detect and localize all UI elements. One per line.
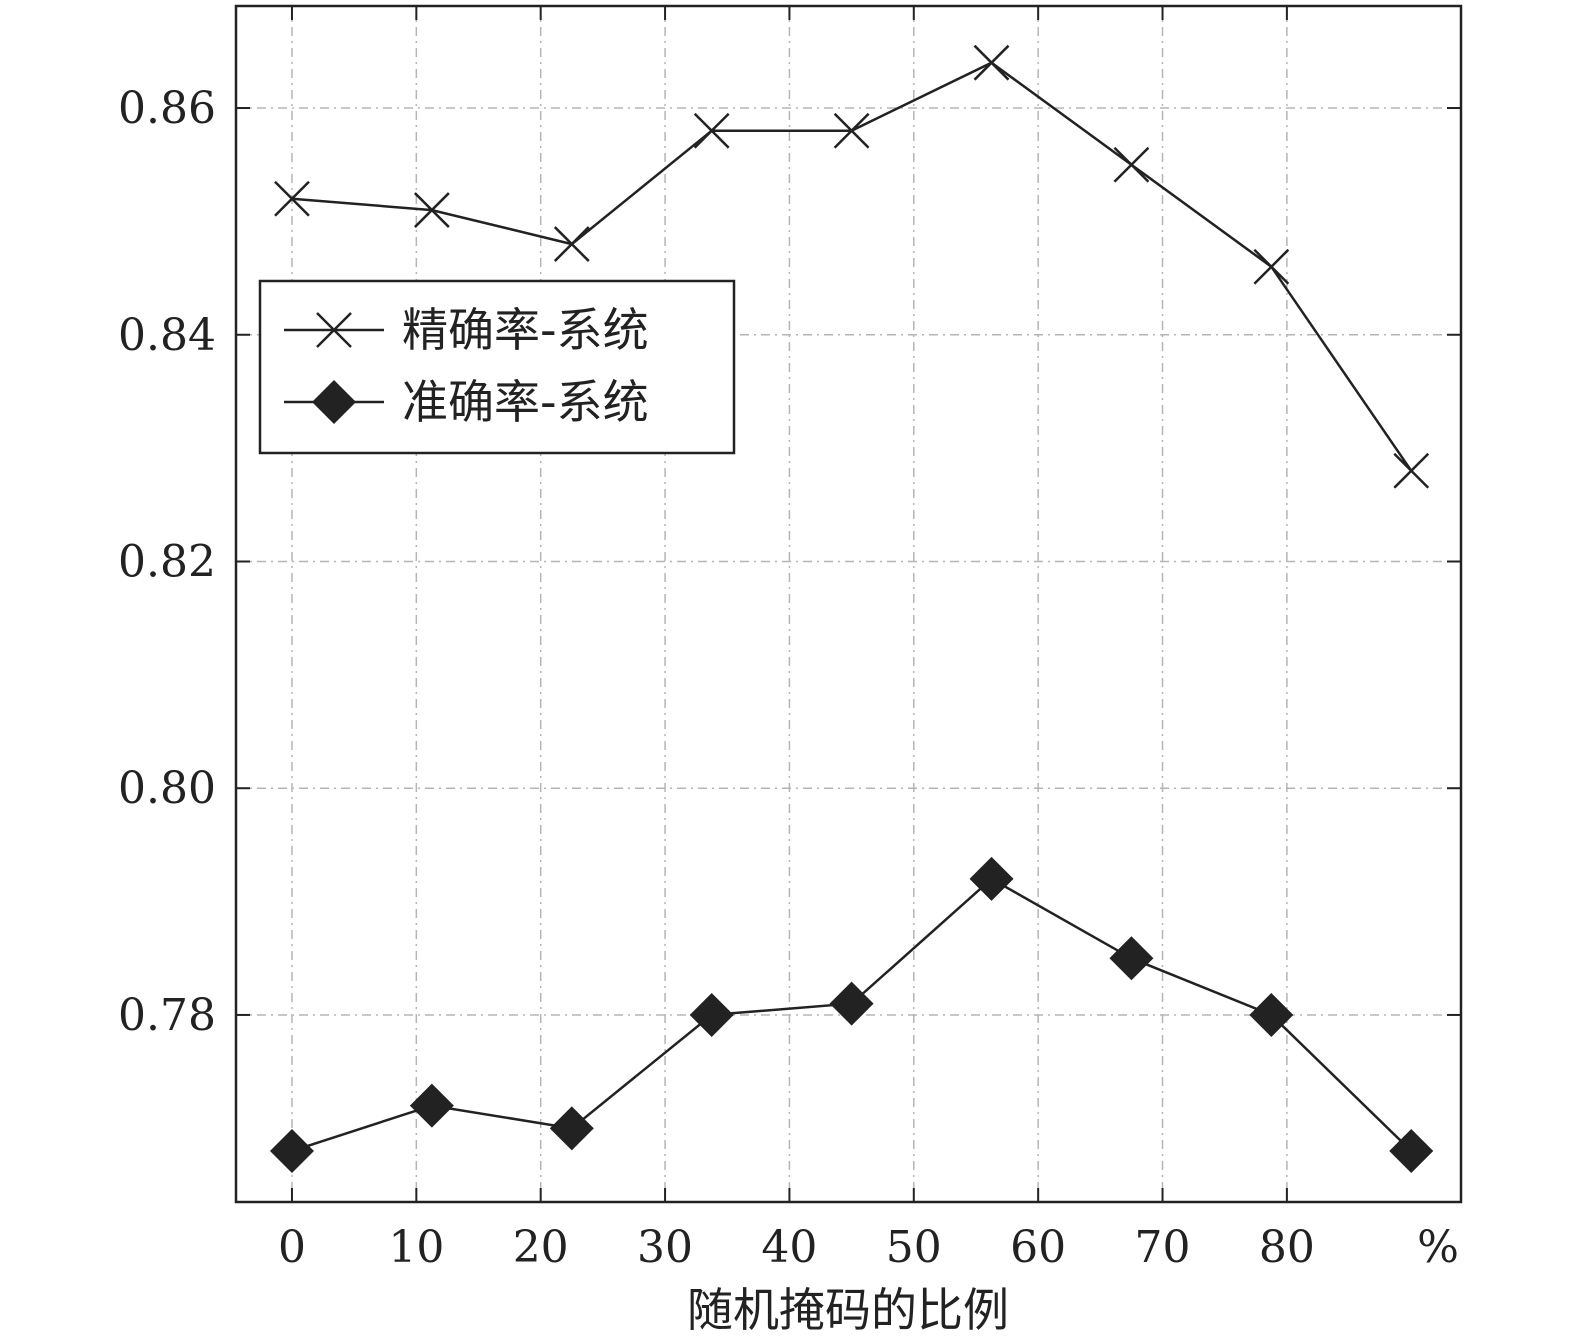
x-tick-label: 10 xyxy=(388,1222,444,1273)
x-marker xyxy=(693,112,730,149)
diamond-marker xyxy=(1389,1128,1434,1173)
plot-frame xyxy=(234,4,1463,1204)
x-marker xyxy=(413,192,450,228)
series-layer xyxy=(269,44,1434,1173)
x-tick-label: 50 xyxy=(886,1222,942,1273)
diamond-marker xyxy=(269,1128,314,1173)
x-marker xyxy=(316,312,352,348)
x-axis-title: 随机掩码的比例 xyxy=(687,1283,1009,1337)
x-marker xyxy=(553,226,590,262)
series-1 xyxy=(269,856,1434,1173)
x-tick-label: 80 xyxy=(1259,1222,1315,1273)
legend-box xyxy=(258,279,736,455)
series-0 xyxy=(274,44,1430,489)
x-tick-label: 60 xyxy=(1010,1222,1066,1273)
y-tick-label: 0.78 xyxy=(118,990,216,1041)
diamond-marker xyxy=(1109,936,1154,981)
x-tick-label: 0 xyxy=(278,1222,306,1273)
y-tick-label: 0.86 xyxy=(118,83,216,134)
y-tick-label: 0.84 xyxy=(118,310,216,361)
y-tick-label: 0.82 xyxy=(118,536,216,587)
legend-label-accuracy: 准确率-系统 xyxy=(402,375,649,429)
diamond-marker xyxy=(689,992,734,1037)
y-tick-label: 0.80 xyxy=(118,763,216,814)
diamond-marker xyxy=(829,981,874,1026)
diamond-marker xyxy=(969,856,1014,901)
x-marker xyxy=(973,44,1010,81)
x-tick-label: 70 xyxy=(1135,1222,1191,1273)
legend: 精确率-系统 准确率-系统 xyxy=(258,279,736,455)
tick-labels: 0 10 20 30 40 50 60 70 80 0.78 0.80 0.82 0.84 0.86 xyxy=(118,83,1315,1273)
x-marker xyxy=(1393,452,1430,489)
diamond-marker xyxy=(1249,992,1294,1037)
x-unit-label: % xyxy=(1417,1222,1459,1273)
x-marker xyxy=(274,180,310,217)
legend-label-precision: 精确率-系统 xyxy=(402,303,649,357)
diamond-marker xyxy=(409,1083,454,1128)
legend-entries xyxy=(284,312,384,424)
x-marker xyxy=(1113,146,1150,183)
x-tick-label: 30 xyxy=(637,1222,693,1273)
x-tick-label: 20 xyxy=(513,1222,569,1273)
diamond-marker xyxy=(549,1106,594,1151)
x-marker xyxy=(833,112,870,149)
x-tick-label: 40 xyxy=(761,1222,817,1273)
axis-ticks xyxy=(236,6,1461,1202)
diamond-marker xyxy=(312,380,356,424)
x-marker xyxy=(1253,248,1290,285)
